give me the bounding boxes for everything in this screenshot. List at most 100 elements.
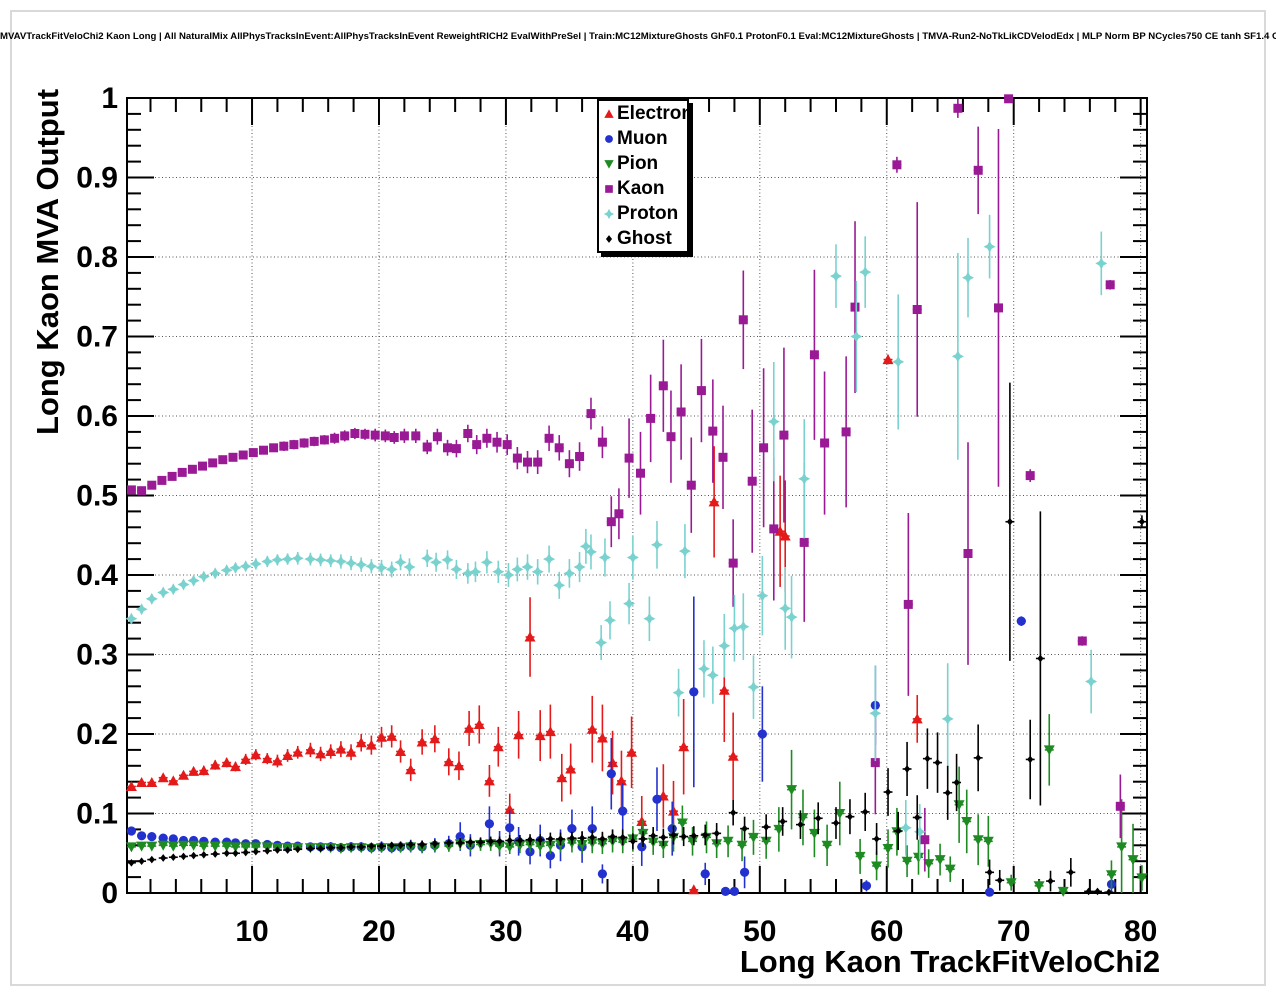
data-point (271, 553, 284, 566)
data-point (430, 556, 443, 569)
data-point (137, 831, 147, 841)
data-point (568, 834, 575, 842)
data-point (870, 758, 880, 768)
data-point (983, 240, 996, 253)
data-point (299, 438, 309, 448)
data-point (720, 886, 731, 896)
data-point (422, 442, 432, 452)
data-point (708, 496, 720, 507)
data-point (760, 836, 772, 847)
data-point (472, 440, 482, 450)
data-point (799, 537, 809, 547)
data-point (147, 480, 157, 490)
data-point (595, 636, 608, 649)
data-point (360, 429, 370, 439)
data-point (779, 817, 786, 826)
data-point (220, 564, 233, 577)
data-point (167, 775, 179, 786)
legend-marker-triangle-up-icon (604, 108, 614, 118)
data-point (304, 744, 316, 755)
data-point (834, 809, 846, 819)
data-point (200, 850, 207, 859)
data-point (250, 749, 262, 760)
data-point (912, 305, 922, 314)
data-point (223, 849, 230, 858)
data-point (325, 746, 337, 756)
data-point (1116, 842, 1128, 853)
data-point (941, 712, 954, 725)
data-point (334, 555, 347, 568)
data-point (1077, 636, 1087, 646)
data-point (135, 603, 148, 616)
data-point (924, 754, 931, 763)
data-point (345, 746, 357, 757)
data-point (252, 847, 259, 856)
y-tick-label: 0.3 (76, 639, 118, 672)
data-point (1005, 878, 1017, 889)
data-point (1004, 94, 1014, 104)
data-point (146, 777, 158, 787)
data-point (1006, 517, 1013, 526)
data-point (264, 847, 271, 855)
data-point (348, 843, 355, 851)
data-point (187, 574, 200, 587)
x-tick-label: 20 (362, 915, 395, 948)
data-point (718, 452, 728, 462)
data-point (565, 763, 577, 774)
data-point (125, 842, 137, 853)
data-point (737, 620, 750, 633)
data-point (606, 517, 616, 527)
data-point (505, 823, 515, 833)
legend-label: Kaon (617, 177, 665, 199)
data-point (861, 881, 872, 891)
data-point (198, 841, 210, 852)
data-point (198, 765, 210, 776)
data-point (636, 468, 645, 478)
data-point (667, 824, 677, 834)
data-point (797, 820, 804, 829)
data-point (477, 838, 484, 846)
data-point (573, 561, 586, 573)
data-point (862, 808, 869, 816)
data-point (1016, 616, 1026, 626)
data-point (738, 315, 748, 325)
data-point (914, 813, 921, 822)
data-point (289, 440, 299, 450)
data-point (512, 453, 522, 463)
data-point (934, 855, 946, 866)
data-point (259, 445, 268, 455)
legend-marker-triangle-down-icon (604, 159, 614, 169)
x-tick-label: 40 (616, 915, 649, 948)
data-point (904, 765, 911, 773)
data-point (443, 443, 452, 453)
data-point (985, 887, 995, 897)
data-point (523, 457, 532, 467)
data-point (190, 851, 197, 860)
data-point (197, 570, 210, 583)
data-point (689, 687, 699, 697)
data-point (157, 772, 169, 783)
data-point (511, 563, 524, 576)
data-point (229, 561, 242, 574)
data-point (1025, 471, 1035, 481)
data-point (747, 476, 757, 486)
data-point (678, 741, 690, 752)
x-tick-label: 60 (870, 915, 903, 948)
legend-label: Muon (617, 127, 668, 149)
x-tick-label: 50 (743, 915, 776, 948)
data-point (188, 765, 200, 776)
data-point (730, 808, 737, 817)
data-point (473, 719, 485, 729)
data-point (672, 686, 685, 699)
data-point (261, 555, 274, 568)
y-tick-label: 0.8 (76, 241, 118, 274)
data-point (492, 565, 505, 578)
y-tick-label: 0.6 (76, 400, 118, 433)
y-tick-label: 1 (101, 82, 118, 115)
data-point (713, 829, 720, 838)
data-point (711, 839, 723, 850)
data-point (431, 839, 438, 848)
data-point (1127, 855, 1139, 866)
data-point (748, 832, 759, 843)
data-point (975, 754, 982, 762)
